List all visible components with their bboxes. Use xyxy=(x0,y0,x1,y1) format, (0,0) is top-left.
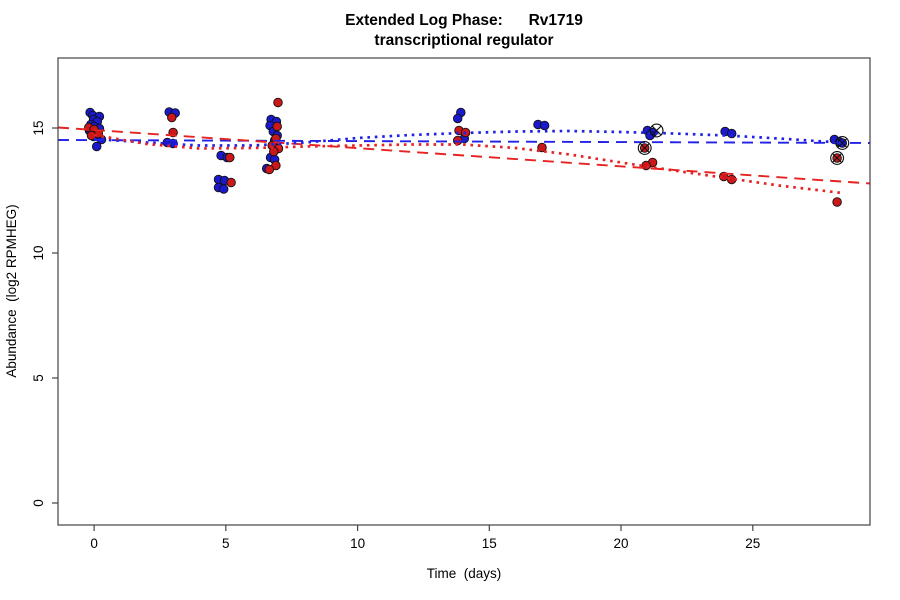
circle-cross-marker xyxy=(637,141,652,155)
y-tick-label: 0 xyxy=(31,499,46,507)
circle-cross-marker xyxy=(830,151,845,165)
x-tick-label: 5 xyxy=(222,536,230,551)
circle-cross-diag xyxy=(639,143,650,153)
data-point-red xyxy=(226,177,236,188)
data-point-red xyxy=(167,112,177,123)
data-point-blue xyxy=(726,128,737,139)
circle-cross-ring xyxy=(649,123,664,138)
data-point-blue xyxy=(452,113,463,124)
y-axis-label: Abundance (log2 RPMHEG) xyxy=(4,204,19,377)
blue-linear-fit-line xyxy=(57,139,871,144)
plot-border xyxy=(57,57,871,526)
data-point-red xyxy=(832,197,842,207)
y-tick-label: 5 xyxy=(31,374,46,382)
circle-cross-ring xyxy=(835,136,850,150)
circle-cross-diag xyxy=(832,153,843,163)
x-tick-label: 15 xyxy=(482,536,497,551)
outlier-markers-layer xyxy=(637,123,850,165)
red-smooth-fit-line xyxy=(93,133,843,195)
data-point-red xyxy=(269,146,279,157)
circle-cross-ring xyxy=(637,141,652,155)
y-tick-label: 10 xyxy=(31,245,46,260)
axes-layer: 0 5 10 15 20 25 0 5 10 15 xyxy=(31,57,871,551)
fit-lines-layer xyxy=(57,126,871,195)
data-point-red xyxy=(273,97,283,108)
y-tick-label: 15 xyxy=(31,120,46,135)
x-tick-label: 20 xyxy=(613,536,628,551)
circle-cross-diag xyxy=(651,125,662,136)
data-point-blue xyxy=(218,184,229,194)
data-point-red xyxy=(225,152,235,163)
data-point-red xyxy=(537,142,547,153)
x-tick-label: 10 xyxy=(350,536,365,551)
x-axis-label: Time (days) xyxy=(427,566,502,581)
circle-cross-ring xyxy=(830,151,845,165)
red-linear-fit-line xyxy=(57,126,871,185)
data-points-layer xyxy=(84,97,848,207)
chart-title-line1: Extended Log Phase: Rv1719 xyxy=(345,12,583,29)
data-point-red xyxy=(272,121,282,132)
data-point-blue xyxy=(91,141,102,152)
circle-cross-diag xyxy=(837,138,848,148)
data-point-red xyxy=(264,164,275,175)
x-tick-label: 0 xyxy=(90,536,98,551)
chart-title-line2: transcriptional regulator xyxy=(374,32,553,49)
circle-cross-marker xyxy=(649,123,664,138)
x-tick-label: 25 xyxy=(745,536,760,551)
circle-cross-marker xyxy=(835,136,850,150)
blue-smooth-fit-line xyxy=(94,129,832,147)
data-point-blue xyxy=(539,120,550,131)
